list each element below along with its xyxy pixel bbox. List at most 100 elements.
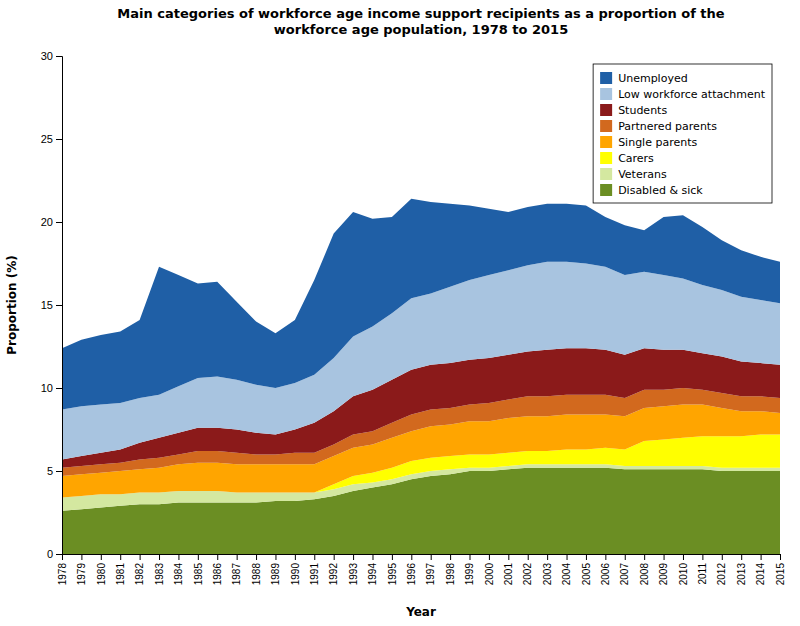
- legend-swatch: [600, 88, 612, 100]
- y-axis: 0 5 10 15 20 25 30: [41, 50, 63, 560]
- tick-label: 2000: [484, 563, 495, 586]
- tick-label: 1983: [154, 563, 165, 586]
- tick-mark: [101, 554, 102, 560]
- x-tick: 1980: [96, 554, 107, 585]
- tick-label: 1987: [231, 563, 242, 586]
- plot: 1978197919801981198219831984198519861987…: [41, 50, 786, 585]
- tick-mark: [314, 554, 315, 560]
- tick-label: 5: [47, 465, 53, 477]
- tick-label: 1990: [290, 563, 301, 586]
- tick-label: 2005: [581, 563, 592, 586]
- x-tick: 1981: [115, 554, 126, 585]
- legend-label: Carers: [618, 152, 654, 165]
- tick-label: 30: [41, 50, 53, 62]
- x-tick: 1985: [193, 554, 204, 585]
- tick-label: 10: [41, 382, 53, 394]
- tick-label: 2014: [755, 563, 766, 586]
- legend: UnemployedLow workforce attachmentStuden…: [593, 64, 772, 203]
- tick-mark: [664, 554, 665, 560]
- tick-label: 2001: [503, 563, 514, 586]
- tick-mark: [741, 554, 742, 560]
- tick-label: 2011: [697, 563, 708, 585]
- y-tick: 25: [41, 133, 62, 145]
- tick-label: 2002: [522, 563, 533, 586]
- tick-mark: [431, 554, 432, 560]
- legend-label: Single parents: [618, 136, 697, 149]
- tick-label: 15: [41, 299, 53, 311]
- x-tick: 2008: [639, 554, 650, 585]
- x-tick: 1990: [290, 554, 301, 585]
- x-tick: 1996: [406, 554, 417, 585]
- tick-label: 20: [41, 216, 53, 228]
- tick-mark: [353, 554, 354, 560]
- x-tick: 2007: [619, 554, 630, 585]
- axis-line: [63, 555, 781, 561]
- tick-mark: [56, 388, 62, 389]
- legend-frame: [593, 64, 772, 203]
- x-tick: 1997: [425, 554, 436, 585]
- x-tick: 1991: [309, 554, 320, 585]
- tick-mark: [256, 554, 257, 560]
- x-axis-title: Year: [405, 605, 436, 619]
- x-tick: 1987: [231, 554, 242, 585]
- x-tick: 1979: [76, 554, 87, 585]
- tick-mark: [508, 554, 509, 560]
- x-tick: 2005: [581, 554, 592, 585]
- x-tick: 2000: [484, 554, 495, 585]
- y-tick: 15: [41, 299, 62, 311]
- tick-mark: [56, 139, 62, 140]
- tick-mark: [528, 554, 529, 560]
- tick-label: 1997: [425, 563, 436, 586]
- tick-label: 2007: [619, 563, 630, 586]
- areas: [62, 199, 780, 554]
- tick-mark: [470, 554, 471, 560]
- x-tick: 2012: [716, 554, 727, 585]
- x-tick: 2009: [658, 554, 669, 585]
- x-axis: 1978197919801981198219831984198519861987…: [57, 554, 786, 585]
- x-tick: 1986: [212, 554, 223, 585]
- x-tick: 2010: [678, 554, 689, 585]
- tick-mark: [56, 222, 62, 223]
- tick-label: 1984: [173, 563, 184, 586]
- tick-label: 2009: [658, 563, 669, 586]
- y-tick: 10: [41, 382, 62, 394]
- x-tick: 1989: [270, 554, 281, 585]
- tick-label: 1998: [445, 563, 456, 586]
- tick-mark: [198, 554, 199, 560]
- x-tick: 2003: [542, 554, 553, 585]
- legend-swatch: [600, 104, 612, 116]
- tick-mark: [625, 554, 626, 560]
- title: Main categories of workforce age income …: [117, 6, 724, 37]
- tick-label: 0: [47, 548, 53, 560]
- legend-label: Low workforce attachment: [618, 88, 766, 101]
- y-tick: 30: [41, 50, 62, 62]
- tick-mark: [56, 554, 62, 555]
- tick-label: 1978: [57, 563, 68, 586]
- x-tick: 2011: [697, 554, 708, 585]
- tick-label: 1992: [328, 563, 339, 586]
- tick-mark: [411, 554, 412, 560]
- tick-label: 1980: [96, 563, 107, 586]
- tick-mark: [237, 554, 238, 560]
- tick-mark: [217, 554, 218, 560]
- tick-mark: [567, 554, 568, 560]
- x-tick: 2002: [522, 554, 533, 585]
- tick-label: 2004: [561, 563, 572, 586]
- x-tick: 2015: [775, 554, 786, 585]
- tick-mark: [372, 554, 373, 560]
- tick-label: 1993: [348, 563, 359, 586]
- tick-label: 1994: [367, 563, 378, 586]
- axis-line: [56, 57, 63, 555]
- x-tick: 1983: [154, 554, 165, 585]
- x-tick: 1995: [387, 554, 398, 585]
- tick-mark: [547, 554, 548, 560]
- tick-label: 1991: [309, 563, 320, 586]
- x-tick: 2013: [736, 554, 747, 585]
- legend-label: Students: [618, 104, 667, 117]
- legend-swatch: [600, 152, 612, 164]
- y-tick: 20: [41, 216, 62, 228]
- tick-label: 2012: [716, 563, 727, 586]
- tick-mark: [56, 471, 62, 472]
- tick-label: 2013: [736, 563, 747, 586]
- tick-mark: [392, 554, 393, 560]
